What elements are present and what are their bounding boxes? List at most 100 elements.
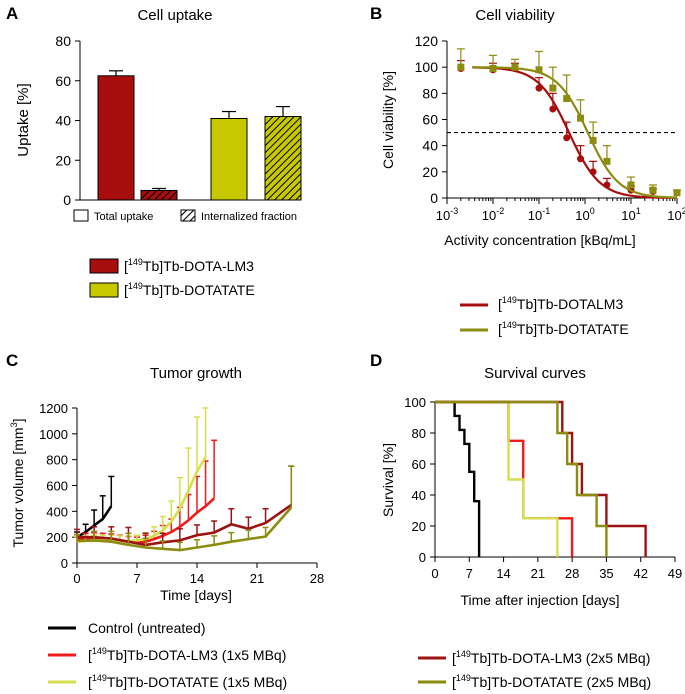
data-point-dotatate — [603, 157, 611, 165]
panel-a-y-tick-label: 0 — [63, 192, 71, 208]
bar-lm3-internalized — [140, 189, 178, 201]
panel-c-plot — [74, 407, 295, 552]
panel-label-d: D — [370, 351, 382, 370]
panel-c-y-tick-label: 1000 — [39, 427, 68, 442]
panel-d-plot — [435, 400, 647, 557]
panel-c-y-tick-label: 0 — [61, 556, 68, 571]
panel-b-x-tick-label: 102 — [667, 206, 685, 223]
panel-b-x-tick-label: 10-2 — [482, 206, 504, 223]
data-point-dotatate — [549, 84, 557, 92]
panel-c-ylabel: Tumor volume [mm3] — [9, 419, 26, 548]
panel-b-y-tick-label: 60 — [422, 112, 438, 128]
panel-d-y-tick-label: 20 — [412, 519, 426, 534]
legend-label-lm3-2x: [149Tb]Tb-DOTA-LM3 (2x5 MBq) — [452, 649, 650, 666]
panel-d-x-tick-label: 7 — [466, 566, 473, 581]
data-point-dotatate — [577, 114, 585, 122]
panel-d: D Survival curves Survival [%] Time afte… — [370, 351, 682, 690]
panel-label-b: B — [370, 4, 382, 23]
panel-b-y-tick-label: 80 — [422, 85, 438, 101]
data-point-lm3 — [549, 105, 557, 113]
data-point-dotatate — [535, 66, 543, 74]
panel-b-y-tick-label: 40 — [422, 138, 438, 154]
panel-a-y-tick-label: 40 — [55, 113, 71, 129]
panel-c: C Tumor growth Tumor volume [mm3] Time [… — [6, 351, 324, 690]
panel-a: A Cell uptake Uptake [%] 0 20 40 60 80 Total… — [6, 4, 302, 298]
survival-step-lm3-2x — [435, 400, 647, 557]
panel-a-ylabel: Uptake [%] — [15, 83, 32, 156]
legend-label-dotatate: [149Tb]Tb-DOTATATE — [124, 281, 255, 298]
panel-b-y-tick-label: 100 — [415, 59, 439, 75]
panel-d-y-tick-label: 40 — [412, 488, 426, 503]
panel-c-title: Tumor growth — [150, 365, 242, 382]
data-point-lm3 — [535, 84, 543, 92]
legend-label-dotatate-2x: [149Tb]Tb-DOTATATE (2x5 MBq) — [452, 673, 651, 690]
panel-c-y-tick-label: 1200 — [39, 401, 68, 416]
panel-c-y-tick-label: 600 — [46, 479, 68, 494]
panel-b-xlabel: Activity concentration [kBq/mL] — [444, 232, 635, 248]
panel-d-x-tick-label: 35 — [599, 566, 613, 581]
panel-d-title: Survival curves — [484, 365, 586, 382]
bar-lm3-total — [97, 75, 135, 201]
legend-swatch-lm3 — [89, 258, 119, 274]
panel-b-title: Cell viability — [475, 7, 555, 24]
panel-c-x-tick-label: 7 — [133, 571, 140, 586]
panel-b-y-tick-label: 120 — [415, 33, 439, 49]
panel-c-x-tick-label: 28 — [310, 571, 324, 586]
bar-dotatate-internalized — [264, 116, 302, 201]
panel-c-y-tick-label: 800 — [46, 453, 68, 468]
legend-label-internalized: Internalized fraction — [201, 211, 297, 223]
panel-c-axes: 0 200 400 600 800 1000 1200 0 7 14 21 28 — [39, 401, 324, 586]
legend-swatch-total-uptake — [73, 209, 89, 222]
panel-a-y-tick-label: 80 — [55, 33, 71, 49]
growth-line-dotatate-1x — [76, 456, 207, 543]
panel-d-y-tick-label: 60 — [412, 457, 426, 472]
panel-b-x-tick-label: 101 — [621, 206, 640, 223]
panel-a-title: Cell uptake — [137, 7, 212, 24]
data-point-lm3 — [603, 181, 611, 189]
panel-c-x-tick-label: 14 — [190, 571, 204, 586]
bar-dotatate-total — [210, 118, 248, 201]
panel-d-x-tick-label: 42 — [633, 566, 647, 581]
legend-label-total-uptake: Total uptake — [94, 211, 153, 223]
panel-d-y-tick-label: 100 — [404, 395, 426, 410]
panel-c-xlabel: Time [days] — [160, 587, 232, 603]
data-point-dotatate — [511, 63, 519, 71]
panel-d-x-tick-label: 0 — [431, 566, 438, 581]
data-point-dotatate — [649, 186, 657, 194]
panel-d-y-tick-label: 0 — [419, 550, 426, 565]
legend-label-b-lm3: [149Tb]Tb-DOTALM3 — [498, 295, 623, 312]
data-point-dotatate — [489, 64, 497, 72]
panel-c-y-tick-label: 400 — [46, 504, 68, 519]
survival-step-control — [435, 400, 481, 557]
legend-label-lm3: [149Tb]Tb-DOTA-LM3 — [124, 257, 254, 274]
panel-d-x-tick-label: 14 — [496, 566, 510, 581]
panel-b-x-tick-label: 100 — [575, 206, 594, 223]
data-point-dotatate — [563, 95, 571, 103]
panel-b-x-tick-label: 10-3 — [436, 206, 458, 223]
panel-a-bars — [97, 70, 302, 201]
legend-label-b-dotatate: [149Tb]Tb-DOTATATE — [498, 320, 629, 337]
panel-b-plot — [447, 48, 681, 199]
panel-b-y-tick-label: 0 — [430, 190, 438, 206]
data-point-lm3 — [563, 134, 571, 142]
panel-d-x-tick-label: 28 — [565, 566, 579, 581]
panel-a-y-tick-label: 60 — [55, 73, 71, 89]
panel-b: B Cell viability Cell viability [%] Acti… — [370, 4, 685, 337]
data-point-dotatate — [627, 181, 635, 189]
data-point-lm3 — [589, 168, 597, 176]
fit-curve-dotatate — [472, 66, 677, 199]
legend-label-lm3-1x: [149Tb]Tb-DOTA-LM3 (1x5 MBq) — [88, 646, 286, 663]
survival-step-dotatate-1x — [435, 400, 559, 557]
panel-label-c: C — [6, 351, 18, 370]
panel-b-x-tick-label: 10-1 — [528, 206, 550, 223]
data-point-lm3 — [577, 155, 585, 163]
legend-label-dotatate-1x: [149Tb]Tb-DOTATATE (1x5 MBq) — [88, 673, 287, 690]
panel-c-y-tick-label: 200 — [46, 530, 68, 545]
panel-d-x-tick-label: 21 — [531, 566, 545, 581]
data-point-dotatate — [673, 189, 681, 197]
panel-d-x-tick-label: 49 — [668, 566, 682, 581]
legend-swatch-dotatate — [89, 282, 119, 298]
survival-step-dotatate-2x — [435, 400, 608, 557]
panel-d-ylabel: Survival [%] — [380, 443, 396, 517]
